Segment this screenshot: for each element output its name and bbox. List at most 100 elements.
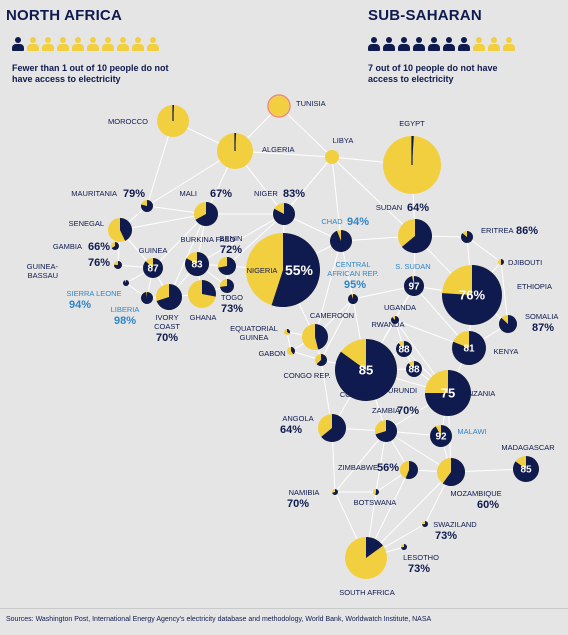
- country-congo-rep: [315, 354, 328, 367]
- country-eritrea: [461, 231, 473, 244]
- ethiopia-pie-slice: [442, 265, 503, 325]
- person-icon: [42, 37, 54, 51]
- djibouti-name-label: DJIBOUTI: [508, 258, 542, 267]
- country-burundi: 88: [406, 361, 422, 377]
- person-icon: [383, 37, 395, 51]
- ethiopia-value-label: 76%: [459, 288, 485, 303]
- congo-name-label: CONGO: [340, 390, 369, 399]
- person-icon: [398, 37, 410, 51]
- malawi-pie-slice: [430, 425, 453, 447]
- north-africa-text-line1: Fewer than 1 out of 10 people do not: [12, 63, 169, 73]
- country-guinea: 87: [142, 258, 163, 278]
- north-africa-text: Fewer than 1 out of 10 people do not hav…: [12, 63, 169, 85]
- country-guinea-bassau: [114, 261, 123, 269]
- mali-name-label: MALI: [179, 189, 197, 198]
- ivory-coast-name-label: COAST: [154, 322, 180, 331]
- sub-saharan-pictogram: [368, 37, 515, 51]
- ivory-coast-pie-slice: [156, 284, 183, 311]
- country-ghana: [188, 280, 216, 308]
- country-zimbabwe: [400, 461, 419, 480]
- rwanda-value-label: 88: [398, 345, 410, 356]
- country-tunisia: [267, 94, 291, 118]
- niger-pie-slice: [273, 203, 295, 225]
- eritrea-percent-label: 86%: [516, 225, 538, 237]
- person-icon: [57, 37, 69, 51]
- congo-rep-pie-slice: [316, 354, 328, 367]
- tanzania-pie-slice: [425, 370, 471, 416]
- country-rwanda: 88: [396, 341, 412, 357]
- country-south-africa: [345, 537, 387, 579]
- north-africa-pictogram: [12, 37, 159, 51]
- country-egypt: [383, 136, 441, 194]
- namibia-percent-label: 70%: [287, 498, 309, 510]
- person-icon: [132, 37, 144, 51]
- uganda-name-label: UGANDA: [384, 303, 416, 312]
- zimbabwe-percent-label: 56%: [377, 462, 399, 474]
- equatorial-guinea-pie-slice: [287, 329, 290, 334]
- central-african-rep-percent-label: 95%: [344, 279, 366, 291]
- gambia-name-label: GAMBIA: [53, 242, 82, 251]
- country-botswana: [373, 489, 379, 496]
- equatorial-guinea-name-label: EQUATORIAL: [230, 324, 278, 333]
- country-somalia: [499, 315, 517, 334]
- north-africa-title: NORTH AFRICA: [6, 7, 122, 24]
- guinea-bassau-percent-label: 76%: [88, 257, 110, 269]
- chad-pie-slice: [330, 230, 352, 252]
- edge-libya-sudan: [331, 156, 416, 237]
- lesotho-percent-label: 73%: [408, 563, 430, 575]
- person-icon: [87, 37, 99, 51]
- edge-mali-guinea: [152, 213, 207, 269]
- liberia-pie-slice: [140, 292, 153, 304]
- central-african-rep-pie-slice: [348, 294, 359, 304]
- north-africa-text-line2: have access to electricity: [12, 74, 121, 84]
- burundi-name-label: BURUNDI: [383, 386, 417, 395]
- edge-chad-cameroon: [314, 240, 342, 338]
- burkina-faso-name-label: BURKINA FASO: [180, 235, 235, 244]
- person-icon: [27, 37, 39, 51]
- burkina-faso-pie-slice: [185, 252, 209, 276]
- kenya-name-label: KENYA: [494, 347, 519, 356]
- country-equatorial-guinea: [284, 329, 290, 335]
- country-algeria: [217, 133, 253, 169]
- namibia-name-label: NAMIBIA: [289, 488, 320, 497]
- angola-pie-slice: [321, 414, 347, 442]
- angola-percent-label: 64%: [280, 424, 302, 436]
- somalia-percent-label: 87%: [532, 322, 554, 334]
- malawi-value-label: 92: [435, 432, 447, 443]
- morocco-name-label: MOROCCO: [108, 117, 148, 126]
- central-african-rep-name-label: CENTRAL: [335, 260, 370, 269]
- sub-saharan-text-line1: 7 out of 10 people do not have: [368, 63, 498, 73]
- congo-pie-slice: [335, 339, 397, 401]
- rwanda-name-label: RWANDA: [372, 320, 405, 329]
- country-gabon: [287, 347, 295, 355]
- somalia-name-label: SOMALIA: [525, 312, 558, 321]
- rwanda-pie-slice: [396, 341, 412, 357]
- edge-zambia-namibia: [334, 430, 387, 493]
- country-chad: [330, 230, 352, 252]
- burundi-value-label: 88: [408, 365, 420, 376]
- liberia-name-label: LIBERIA: [111, 305, 140, 314]
- country-labels: MOROCCO TUNISIA ALGERIA LIBYA EGYPT MAURITANI…: [27, 99, 559, 597]
- country-tanzania: 75: [425, 370, 471, 416]
- s-sudan-value-label: 97: [408, 282, 420, 293]
- country-cameroon: [302, 324, 328, 350]
- congo-value-label: 85: [359, 363, 373, 378]
- country-pies: 87 83 55% 97 76% 88 88 81 85 75 92 85: [108, 94, 539, 579]
- guinea-name-label: GUINEA: [139, 246, 168, 255]
- togo-pie-slice: [220, 279, 234, 294]
- country-s-sudan: 97: [404, 276, 424, 297]
- edge-libya-chad: [331, 156, 342, 242]
- edge-mali-ivory-coast: [168, 213, 207, 298]
- country-madagascar: 85: [513, 456, 539, 483]
- ivory-coast-name-label: IVORY: [155, 313, 178, 322]
- chad-percent-label: 94%: [347, 216, 369, 228]
- libya-name-label: LIBYA: [333, 136, 354, 145]
- swaziland-name-label: SWAZILAND: [433, 520, 477, 529]
- burkina-faso-value-label: 83: [191, 260, 203, 271]
- africa-network-chart: 87 83 55% 97 76% 88 88 81 85 75 92 85 MOROCCO TUNISI…: [27, 94, 559, 597]
- angola-name-label: ANGOLA: [282, 414, 313, 423]
- country-liberia: [140, 292, 153, 304]
- togo-percent-label: 73%: [221, 303, 243, 315]
- tunisia-pie-base: [269, 96, 289, 116]
- kenya-pie-slice: [452, 331, 487, 366]
